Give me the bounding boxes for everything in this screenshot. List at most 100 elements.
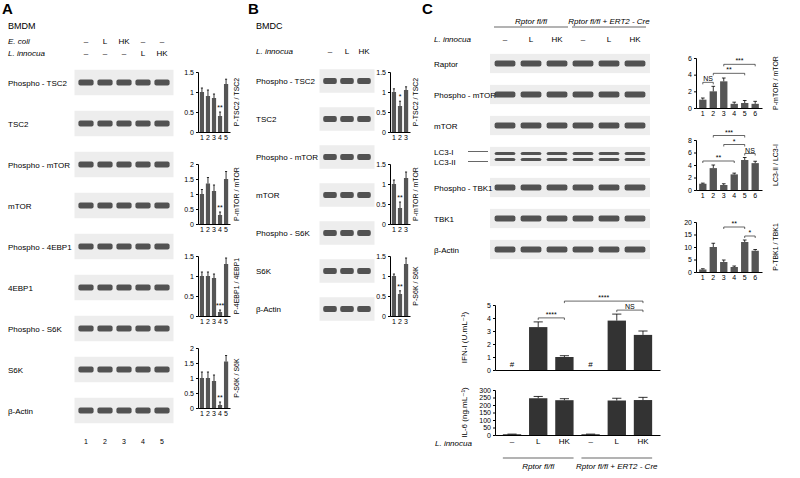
bar xyxy=(218,116,222,132)
blot-band xyxy=(547,216,568,222)
bar xyxy=(741,160,748,190)
x-tick: 3 xyxy=(722,108,726,117)
x-tick: 5 xyxy=(743,190,747,199)
bar xyxy=(699,270,706,273)
blot-background xyxy=(490,147,650,166)
blot-background xyxy=(75,275,174,300)
blot-band xyxy=(599,123,620,129)
blot-band xyxy=(135,367,150,373)
error-bar xyxy=(701,268,705,270)
blot-band xyxy=(495,61,516,67)
x-tick-label: 4 xyxy=(218,134,222,141)
cell-type: BMDM xyxy=(8,21,36,31)
y-axis-line xyxy=(388,73,391,133)
blot-band xyxy=(547,152,568,155)
y-tick: 0 xyxy=(190,129,198,136)
y-axis: 00.511.52 xyxy=(184,345,198,412)
significance-label: NS xyxy=(703,75,713,82)
x-tick: 2 xyxy=(398,316,402,325)
y-tick: 150 xyxy=(479,409,495,416)
y-tick-label: 0 xyxy=(382,129,386,136)
x-axis: 12345 xyxy=(199,132,231,141)
bar xyxy=(634,400,652,435)
error-bar xyxy=(213,94,215,98)
y-tick: 0.5 xyxy=(184,109,198,116)
x-tick-label: 4 xyxy=(732,274,736,281)
panel-letter: C xyxy=(422,0,433,17)
plot-area xyxy=(699,78,759,108)
band-arrow xyxy=(468,151,488,152)
x-tick-label: 3 xyxy=(722,110,726,117)
blot-row-label: TBK1 xyxy=(434,215,455,224)
blot-band xyxy=(357,116,371,122)
error-bar xyxy=(507,434,516,435)
x-tick: 2 xyxy=(711,190,715,199)
y-tick-label: 1.5 xyxy=(376,161,386,168)
blot-background xyxy=(490,54,650,73)
bar xyxy=(200,92,204,132)
y-tick-mark xyxy=(493,318,495,319)
blot-band xyxy=(521,92,542,98)
y-axis-line xyxy=(493,391,496,436)
y-tick-label: 5 xyxy=(487,302,491,309)
y-tick-label: 4 xyxy=(487,315,491,322)
bar xyxy=(710,91,717,108)
bar xyxy=(206,276,210,316)
significance-label: ** xyxy=(217,394,223,401)
x-tick: 1 xyxy=(701,190,705,199)
blot-band xyxy=(340,116,354,122)
blot-band xyxy=(599,185,620,191)
y-tick-mark xyxy=(388,112,390,113)
x-axis-line xyxy=(199,316,231,317)
x-tick: 6 xyxy=(753,108,757,117)
y-tick-label: 1.5 xyxy=(184,253,194,260)
bar xyxy=(392,92,396,132)
x-tick-label: 2 xyxy=(398,318,402,325)
blot-band xyxy=(154,285,169,291)
blot-band xyxy=(116,285,131,291)
x-tick: 5 xyxy=(224,316,228,325)
blot-band xyxy=(547,158,568,161)
y-tick: 1.5 xyxy=(184,176,198,183)
x-tick-label: 3 xyxy=(404,134,408,141)
y-axis-line xyxy=(694,223,697,273)
x-tick-label: HK xyxy=(637,437,649,446)
blot-band xyxy=(573,158,594,161)
y-tick-label: 1 xyxy=(382,89,386,96)
y-tick: 300 xyxy=(479,387,495,394)
x-tick-label: 1 xyxy=(701,274,705,281)
bar xyxy=(218,405,222,408)
error-bar xyxy=(393,89,395,92)
bar-chart: 00.511.5123**P-S6K / S6K xyxy=(376,253,419,325)
y-tick: 0.5 xyxy=(376,109,390,116)
treatment-lane: L xyxy=(529,35,534,44)
y-tick-mark xyxy=(388,204,390,205)
error-bar xyxy=(612,314,621,321)
significance-bracket xyxy=(703,161,734,163)
blot-band xyxy=(135,80,150,86)
y-tick: 1.5 xyxy=(376,161,390,168)
blot-band xyxy=(154,203,169,209)
significance-bracket xyxy=(617,310,643,312)
blot-background xyxy=(320,297,375,321)
x-tick: 4 xyxy=(732,108,736,117)
y-tick-mark xyxy=(493,428,495,429)
y-tick-mark xyxy=(388,132,390,133)
blot-background xyxy=(320,183,375,207)
y-tick-label: 200 xyxy=(479,402,491,409)
x-tick-label: 1 xyxy=(392,318,396,325)
x-tick: 1 xyxy=(392,132,396,141)
blot-band xyxy=(340,230,354,236)
y-tick-mark xyxy=(196,72,198,73)
treatment-lane: L xyxy=(141,49,146,58)
blot-background xyxy=(490,209,650,228)
x-tick: HK xyxy=(637,435,649,446)
blot-row-label: β-Actin xyxy=(256,305,281,314)
blot-band xyxy=(521,61,542,67)
y-tick: 1 xyxy=(487,354,495,361)
blot-band xyxy=(97,203,112,209)
blot-band xyxy=(97,244,112,250)
y-tick-mark xyxy=(196,408,198,409)
error-bar xyxy=(207,272,209,276)
blot-row-label: LC3-I xyxy=(434,148,454,157)
